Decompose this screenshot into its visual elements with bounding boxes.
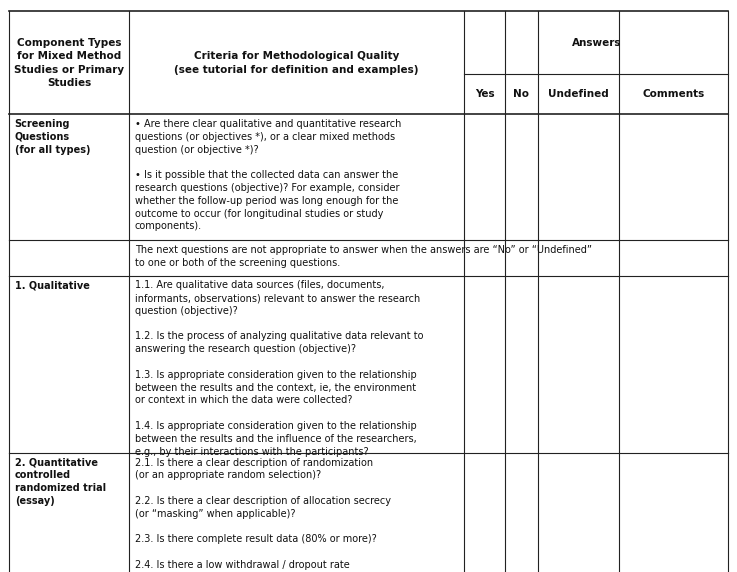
Text: Yes: Yes: [475, 89, 495, 100]
Text: Screening
Questions
(for all types): Screening Questions (for all types): [15, 119, 90, 154]
Text: Undefined: Undefined: [548, 89, 609, 100]
Text: 1. Qualitative: 1. Qualitative: [15, 280, 90, 290]
Text: The next questions are not appropriate to answer when the answers are “No” or “U: The next questions are not appropriate t…: [135, 245, 592, 268]
Text: Comments: Comments: [643, 89, 705, 100]
Text: 2.1. Is there a clear description of randomization
(or an appropriate random sel: 2.1. Is there a clear description of ran…: [135, 458, 391, 572]
Text: No: No: [514, 89, 529, 100]
Text: 1.1. Are qualitative data sources (files, documents,
informants, observations) r: 1.1. Are qualitative data sources (files…: [135, 280, 423, 456]
Text: Answers: Answers: [571, 38, 621, 48]
Text: 2. Quantitative
controlled
randomized trial
(essay): 2. Quantitative controlled randomized tr…: [15, 458, 106, 506]
Text: • Are there clear qualitative and quantitative research
questions (or objectives: • Are there clear qualitative and quanti…: [135, 119, 401, 232]
Text: Component Types
for Mixed Method
Studies or Primary
Studies: Component Types for Mixed Method Studies…: [14, 38, 124, 88]
Text: Criteria for Methodological Quality
(see tutorial for definition and examples): Criteria for Methodological Quality (see…: [175, 51, 419, 74]
